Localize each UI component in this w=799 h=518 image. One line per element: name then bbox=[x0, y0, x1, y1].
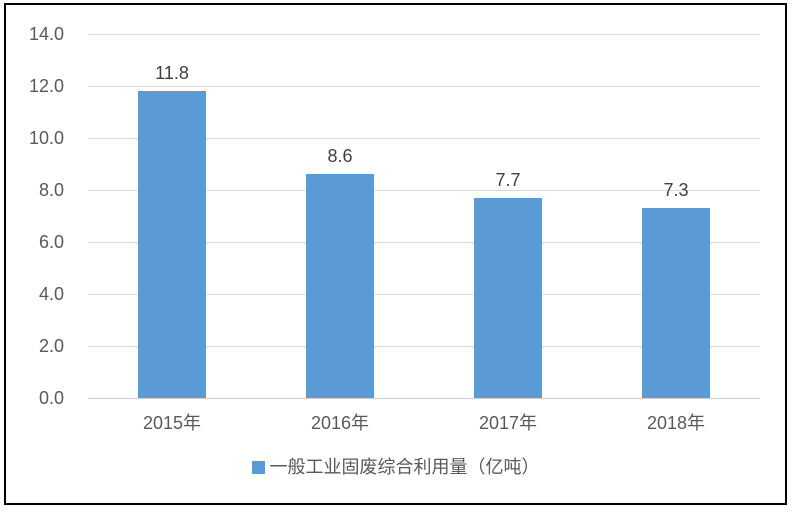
bar-2016年 bbox=[306, 174, 374, 398]
gridline bbox=[88, 190, 760, 191]
bar-2018年 bbox=[642, 208, 710, 398]
y-tick-label: 12.0 bbox=[28, 76, 64, 96]
gridline bbox=[88, 294, 760, 295]
bar-2015年 bbox=[138, 91, 206, 398]
x-tick-label: 2018年 bbox=[646, 413, 706, 433]
x-tick-label: 2017年 bbox=[478, 413, 538, 433]
gridline bbox=[88, 346, 760, 347]
chart-frame: 0.0 2.0 4.0 6.0 8.0 10.0 12.0 14.0 11.8 2015年 8.6… bbox=[4, 3, 787, 505]
legend-label: 一般工业固废综合利用量（亿吨） bbox=[269, 457, 540, 477]
x-axis-line bbox=[88, 398, 760, 399]
gridline bbox=[88, 138, 760, 139]
legend-marker-icon bbox=[251, 460, 265, 474]
y-tick-label: 2.0 bbox=[38, 336, 64, 356]
gridline bbox=[88, 242, 760, 243]
legend: 一般工业固废综合利用量（亿吨） bbox=[6, 455, 785, 479]
bar-value-label: 11.8 bbox=[155, 63, 189, 83]
gridline bbox=[88, 86, 760, 87]
bar-value-label: 7.3 bbox=[663, 180, 689, 200]
bar-value-label: 8.6 bbox=[327, 146, 353, 166]
y-tick-label: 0.0 bbox=[38, 388, 64, 408]
y-tick-label: 4.0 bbox=[38, 284, 64, 304]
x-tick-label: 2016年 bbox=[310, 413, 370, 433]
plot-area bbox=[88, 34, 760, 399]
bar-2017年 bbox=[474, 198, 542, 398]
bar-value-label: 7.7 bbox=[495, 170, 521, 190]
y-tick-label: 8.0 bbox=[38, 180, 64, 200]
x-tick-label: 2015年 bbox=[142, 413, 202, 433]
y-tick-label: 6.0 bbox=[38, 232, 64, 252]
gridline bbox=[88, 34, 760, 35]
y-tick-label: 14.0 bbox=[28, 24, 64, 44]
y-tick-label: 10.0 bbox=[28, 128, 64, 148]
